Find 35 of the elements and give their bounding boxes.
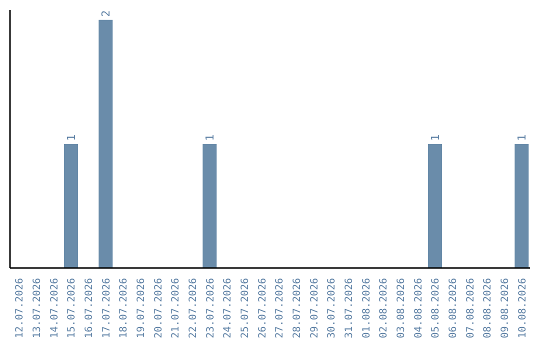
- x-tick-label: 15.07.2026: [66, 278, 78, 338]
- data-label: 2: [100, 10, 113, 17]
- x-tick-label: 30.07.2026: [326, 278, 338, 338]
- data-label: 1: [429, 134, 442, 141]
- x-tick-label: 19.07.2026: [136, 278, 147, 338]
- x-tick-label: 18.07.2026: [118, 278, 130, 338]
- x-tick-label: 08.08.2026: [482, 278, 494, 338]
- x-tick-label: 09.08.2026: [500, 278, 511, 338]
- x-tick-label: 10.08.2026: [517, 278, 528, 338]
- x-tick-label: 26.07.2026: [257, 278, 268, 338]
- x-tick-label: 13.07.2026: [32, 278, 43, 338]
- x-tick-label: 02.08.2026: [378, 278, 390, 338]
- x-tick-label: 27.07.2026: [274, 278, 286, 338]
- x-tick-label: 21.07.2026: [170, 278, 182, 338]
- x-tick-label: 23.07.2026: [205, 278, 216, 338]
- x-tick-label: 07.08.2026: [465, 278, 476, 338]
- x-tick-label: 03.08.2026: [396, 278, 407, 338]
- data-label: 1: [65, 134, 78, 141]
- x-tick-label: 31.07.2026: [344, 278, 355, 338]
- x-tick-label: 14.07.2026: [49, 278, 60, 338]
- x-tick-label: 01.08.2026: [361, 278, 372, 338]
- x-tick-label: 28.07.2026: [292, 278, 303, 338]
- x-tick-label: 16.07.2026: [84, 278, 95, 338]
- x-tick-label: 12.07.2026: [14, 278, 26, 338]
- x-tick-label: 05.08.2026: [430, 278, 442, 338]
- x-tick-label: 06.08.2026: [448, 278, 459, 338]
- data-label: 1: [516, 134, 529, 141]
- x-tick-label: 20.07.2026: [153, 278, 164, 338]
- x-tick-label: 22.07.2026: [188, 278, 199, 338]
- x-tick-label: 17.07.2026: [101, 278, 112, 338]
- x-tick-label: 04.08.2026: [413, 278, 424, 338]
- x-tick-label: 24.07.2026: [222, 278, 234, 338]
- x-tick-label: 25.07.2026: [240, 278, 251, 338]
- x-tick-label: 29.07.2026: [309, 278, 320, 338]
- data-label: 1: [204, 134, 217, 141]
